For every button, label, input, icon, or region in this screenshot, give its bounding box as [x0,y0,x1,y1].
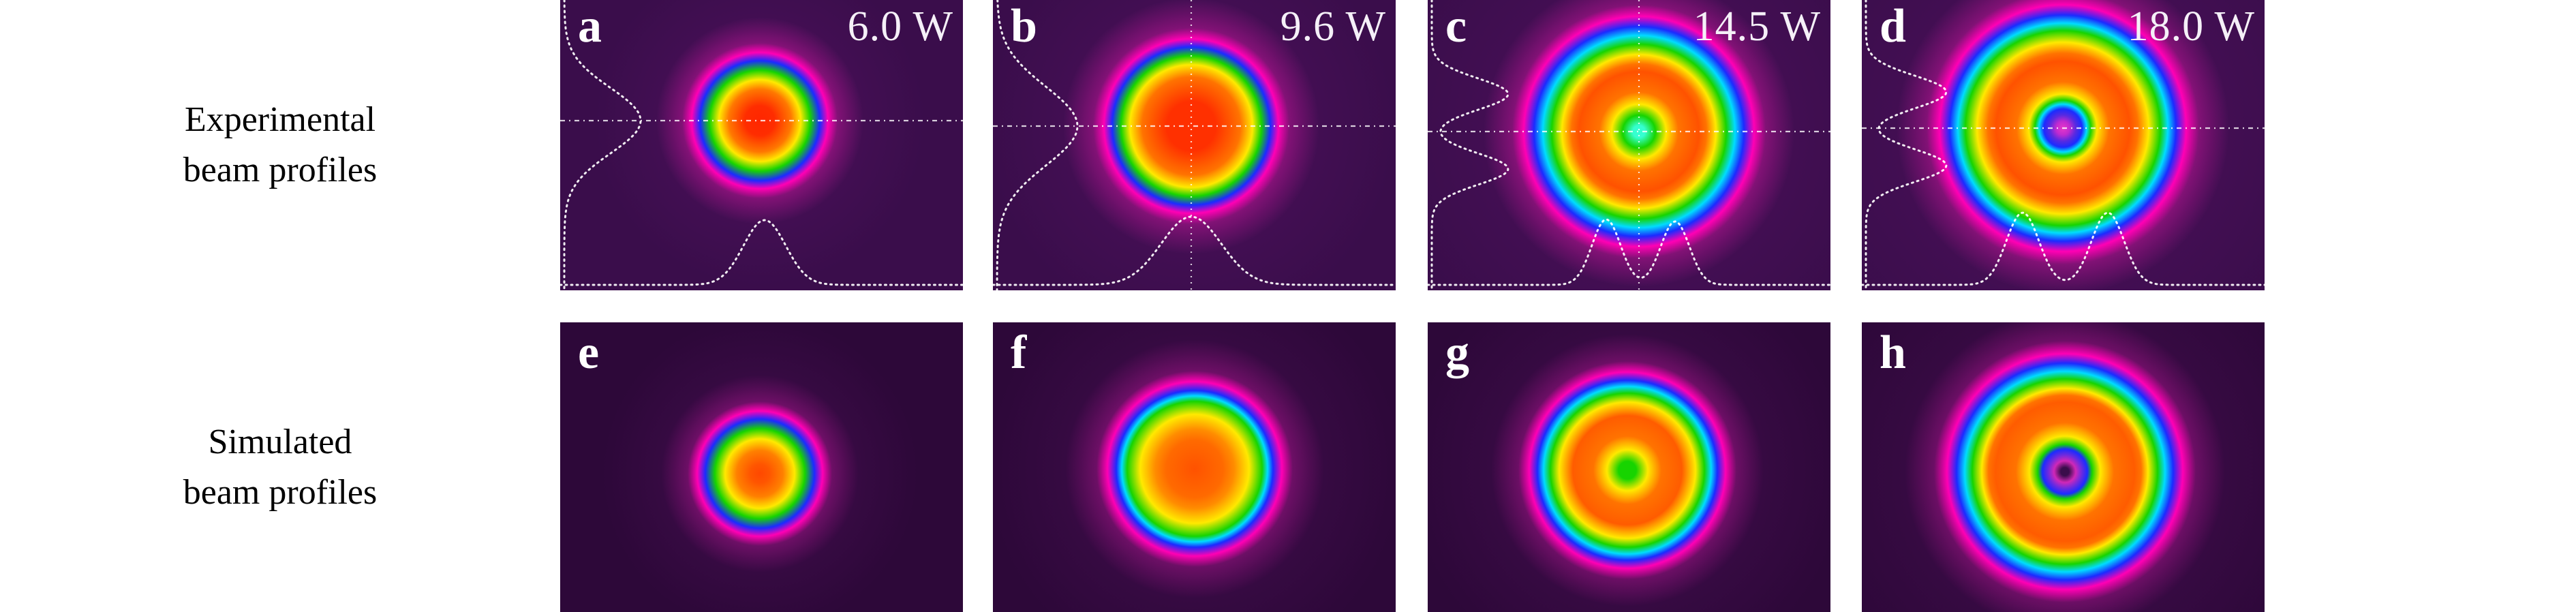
beam-image-h [1862,322,2265,612]
panel-letter-a: a [578,0,602,52]
vertical-profile-curve [563,0,642,290]
vertical-profile-curve [1865,0,1948,290]
profile-overlay-h [1862,322,2265,612]
panel-letter-f: f [1011,326,1027,379]
power-label-c: 14.5 W [1693,3,1821,50]
row-label-simulated-line1: Simulated [208,422,352,461]
beam-panel-e: e [560,322,963,612]
profile-overlay-f [993,322,1396,612]
row-label-simulated-line2: beam profiles [183,472,378,512]
power-label-b: 9.6 W [1280,3,1386,50]
beam-image-a [560,0,963,290]
power-label-d: 18.0 W [2127,3,2255,50]
beam-panel-f: f [993,322,1396,612]
beam-image-e [560,322,963,612]
beam-panel-b: b 9.6 W [993,0,1396,290]
profile-overlay-e [560,322,963,612]
profile-overlay-g [1428,322,1830,612]
panel-letter-g: g [1445,326,1469,379]
beam-image-g [1428,322,1830,612]
row-label-simulated: Simulated beam profiles [0,322,560,612]
horizontal-profile-curve [993,215,1396,286]
panel-letter-b: b [1011,0,1037,52]
row-label-experimental-line2: beam profiles [183,151,378,189]
profile-overlay-c [1428,0,1830,290]
panel-letter-c: c [1445,0,1467,52]
beam-panel-d: d 18.0 W [1862,0,2265,290]
beam-panel-h: h [1862,322,2265,612]
panel-letter-e: e [578,326,600,379]
beam-panel-c: c 14.5 W [1428,0,1830,290]
profile-overlay-b [993,0,1396,290]
horizontal-profile-curve [560,219,963,286]
beam-image-f [993,322,1396,612]
beam-panel-a: a 6.0 W [560,0,963,290]
row-label-experimental: Experimental beam profiles [0,0,560,290]
profile-overlay-d [1862,0,2265,290]
row-label-experimental-line1: Experimental [184,100,376,140]
beam-panel-g: g [1428,322,1830,612]
beam-image-c [1428,0,1830,290]
vertical-profile-curve [996,0,1079,290]
beam-image-d [1862,0,2265,290]
profile-overlay-a [560,0,963,290]
beam-image-b [993,0,1396,290]
vertical-profile-curve [1430,0,1509,290]
horizontal-profile-curve [1428,218,1830,286]
panel-letter-h: h [1880,326,1906,379]
power-label-a: 6.0 W [847,3,953,50]
panel-letter-d: d [1880,0,1906,52]
horizontal-profile-curve [1862,211,2265,286]
